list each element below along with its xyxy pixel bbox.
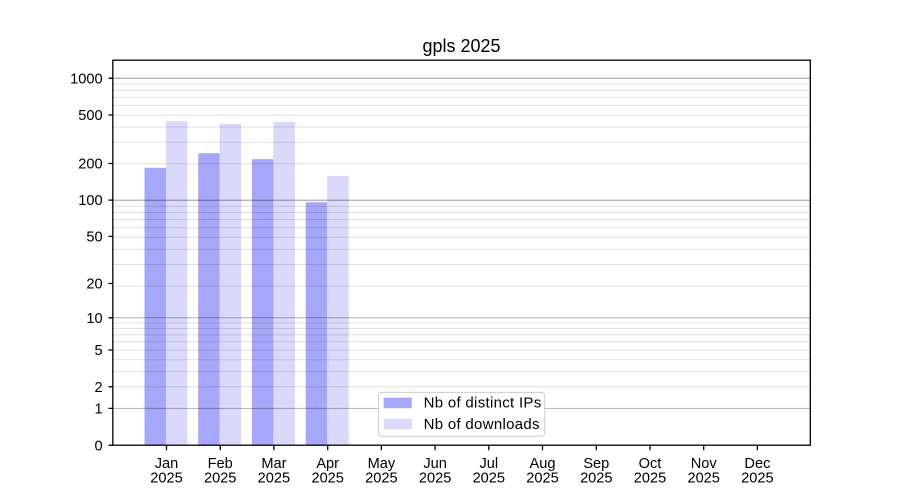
svg-text:2025: 2025	[634, 470, 666, 486]
svg-text:2025: 2025	[526, 470, 558, 486]
svg-text:Jun: Jun	[423, 456, 447, 472]
svg-text:Apr: Apr	[316, 456, 339, 472]
svg-text:0: 0	[94, 438, 102, 454]
svg-text:Jan: Jan	[155, 456, 179, 472]
svg-text:Aug: Aug	[530, 456, 556, 472]
svg-text:Dec: Dec	[744, 456, 770, 472]
svg-text:Jul: Jul	[479, 456, 498, 472]
svg-text:2025: 2025	[741, 470, 773, 486]
svg-text:2025: 2025	[150, 470, 182, 486]
svg-text:May: May	[368, 456, 396, 472]
svg-text:1000: 1000	[70, 71, 102, 87]
svg-text:1: 1	[94, 402, 102, 418]
svg-text:2: 2	[94, 380, 102, 396]
svg-text:Nb of downloads: Nb of downloads	[424, 416, 540, 433]
svg-text:gpls 2025: gpls 2025	[422, 36, 500, 56]
svg-text:2025: 2025	[311, 470, 343, 486]
svg-text:Nov: Nov	[691, 456, 718, 472]
svg-text:50: 50	[86, 230, 102, 246]
svg-text:5: 5	[94, 343, 102, 359]
svg-text:2025: 2025	[204, 470, 236, 486]
svg-text:2025: 2025	[258, 470, 290, 486]
svg-text:Feb: Feb	[208, 456, 233, 472]
svg-text:200: 200	[78, 157, 102, 173]
svg-text:500: 500	[78, 108, 102, 124]
svg-text:Mar: Mar	[261, 456, 286, 472]
svg-text:Nb of distinct IPs: Nb of distinct IPs	[424, 395, 542, 412]
svg-text:2025: 2025	[419, 470, 451, 486]
svg-text:2025: 2025	[687, 470, 719, 486]
svg-text:100: 100	[78, 193, 102, 209]
svg-text:20: 20	[86, 277, 102, 293]
svg-text:10: 10	[86, 311, 102, 327]
svg-text:Oct: Oct	[639, 456, 662, 472]
svg-text:2025: 2025	[580, 470, 612, 486]
svg-text:2025: 2025	[365, 470, 397, 486]
svg-text:2025: 2025	[473, 470, 505, 486]
svg-text:Sep: Sep	[583, 456, 609, 472]
